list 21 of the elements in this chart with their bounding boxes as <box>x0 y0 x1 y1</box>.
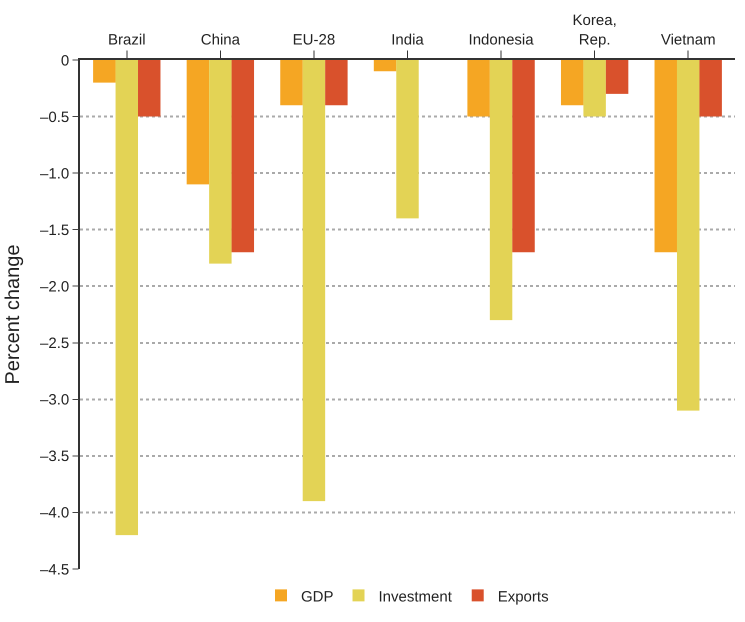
y-axis-title: Percent change <box>2 244 24 385</box>
legend-label: Investment <box>378 588 453 606</box>
legend-label: GDP <box>301 588 334 606</box>
y-tick-label: –3.5 <box>40 448 70 466</box>
x-tick-label: China <box>200 31 241 48</box>
x-tick-label: India <box>391 31 424 48</box>
y-tick-label: –1.0 <box>40 165 70 182</box>
x-tick-label: Vietnam <box>660 31 716 48</box>
y-tick-label: –4.5 <box>40 561 70 578</box>
y-tick-label: –4.0 <box>40 504 70 522</box>
y-tick-label: –3.0 <box>40 392 70 409</box>
x-tick-label: Korea, Rep. <box>572 12 617 48</box>
y-tick-label: –0.5 <box>40 108 70 126</box>
x-tick-label: Indonesia <box>468 31 534 48</box>
y-tick-label: –1.5 <box>40 222 70 239</box>
x-tick-label: Brazil <box>108 31 146 48</box>
y-tick-label: 0 <box>60 52 70 70</box>
y-tick-label: –2.0 <box>40 278 70 296</box>
y-tick-label: –2.5 <box>40 335 70 352</box>
legend-label: Exports <box>498 588 549 606</box>
x-tick-label: EU-28 <box>292 31 336 48</box>
